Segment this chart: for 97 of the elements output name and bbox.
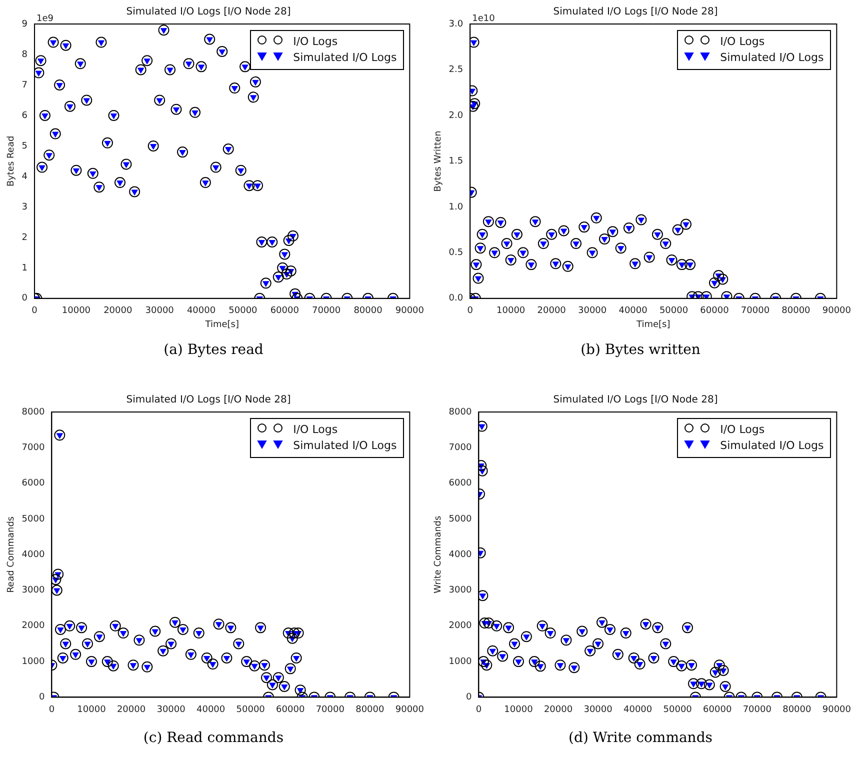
x-tick-label: 20000 [544,704,573,715]
x-tick-label: 10000 [62,306,91,316]
y-tick-label: 8000 [448,407,472,418]
x-tick-label: 40000 [618,306,648,316]
x-tick-label: 70000 [312,306,341,316]
y-tick-label: 1000 [22,656,45,667]
chart-title: Simulated I/O Logs [I/O Node 28] [553,6,718,18]
y-tick-label: 8000 [22,407,45,418]
legend-label: I/O Logs [720,35,765,48]
x-tick-label: 70000 [316,704,345,715]
x-axis-title: Time[s] [204,320,239,330]
x-tick-label: 40000 [186,306,216,316]
x-tick-label: 0 [476,704,482,715]
x-tick-label: 0 [48,704,55,715]
y-tick-label: 1.5 [448,156,464,167]
x-tick-label: 80000 [782,704,812,715]
y-tick-label: 0 [466,692,472,703]
x-tick-label: 60000 [270,306,300,316]
x-axis-title: Time[s] [636,320,670,330]
text: (b) Bytes written [580,341,702,360]
x-tick-label: 70000 [740,306,770,316]
x-tick-label: 90000 [395,704,424,715]
chart-title: Simulated I/O Logs [I/O Node 28] [126,6,291,18]
y-tick-label: 1.0 [448,202,464,212]
legend-label: Simulated I/O Logs [293,51,397,64]
legend-label: Simulated I/O Logs [293,439,397,452]
y-tick-label: 5000 [448,514,472,524]
y-tick-label: 8 [22,50,28,60]
y-tick-label: 3.0 [448,19,464,30]
y-axis-title: Write Commands [434,516,444,594]
x-tick-label: 30000 [156,704,186,715]
y-tick-label: 9 [22,19,28,30]
x-tick-label: 30000 [578,306,607,316]
y-tick-label: 3000 [448,586,472,596]
y-tick-label: 0.0 [448,294,464,304]
legend-label: I/O Logs [720,423,765,436]
y-tick-label: 4000 [22,550,45,560]
y-tick-label: 4000 [448,550,472,560]
x-tick-label: 90000 [822,306,852,316]
x-tick-label: 90000 [822,704,852,715]
legend-label: Simulated I/O Logs [720,51,824,64]
y-tick-label: 5 [22,141,28,152]
legend-label: I/O Logs [293,35,338,48]
y-tick-label: 3000 [22,586,45,596]
y-tick-label: 0 [38,692,45,703]
x-tick-label: 20000 [537,306,566,316]
x-tick-label: 10000 [77,704,106,715]
x-tick-label: 40000 [623,704,652,715]
text: (d) Write commands [568,729,714,748]
x-tick-label: 40000 [196,704,226,715]
annotation: 1e10 [472,14,496,24]
y-tick-label: 2000 [22,621,45,632]
x-tick-label: 50000 [659,306,688,316]
y-tick-label: 1000 [448,656,472,667]
y-tick-label: 0.5 [448,248,464,258]
x-tick-label: 10000 [496,306,526,316]
x-tick-label: 50000 [663,704,692,715]
chart-title: Simulated I/O Logs [I/O Node 28] [553,394,718,406]
y-tick-label: 7 [22,80,28,90]
x-tick-label: 70000 [742,704,772,715]
x-tick-label: 20000 [116,704,146,715]
annotation: 1e9 [36,14,54,24]
x-tick-label: 60000 [703,704,732,715]
y-tick-label: 2.0 [448,110,464,121]
x-tick-label: 20000 [104,306,132,316]
x-tick-label: 80000 [356,704,384,715]
y-axis-title: Bytes Read [6,136,17,187]
x-tick-label: 30000 [145,306,174,316]
x-tick-label: 30000 [584,704,613,715]
x-tick-label: 80000 [782,306,811,316]
chart-title: Simulated I/O Logs [I/O Node 28] [126,394,291,406]
y-tick-label: 0 [22,294,28,304]
text: (c) Read commands [142,729,285,748]
legend-label: Simulated I/O Logs [720,439,824,452]
x-tick-label: 50000 [228,306,258,316]
y-tick-label: 6000 [22,478,45,489]
y-tick-label: 1 [22,263,28,274]
y-tick-label: 6 [22,110,28,121]
y-axis-title: Bytes Written [434,130,444,192]
x-tick-label: 60000 [700,306,730,316]
y-tick-label: 2000 [448,621,472,632]
y-tick-label: 2.5 [448,65,464,76]
y-tick-label: 4 [22,172,28,182]
y-tick-label: 5000 [22,514,45,524]
x-tick-label: 80000 [354,306,383,316]
y-tick-label: 7000 [22,442,45,453]
y-tick-label: 7000 [448,442,472,453]
y-tick-label: 6000 [448,478,472,489]
x-tick-label: 50000 [236,704,266,715]
x-tick-label: 90000 [395,306,424,316]
y-axis-title: Read Commands [6,516,17,593]
x-tick-label: 10000 [504,704,534,715]
x-tick-label: 60000 [276,704,305,715]
legend-label: I/O Logs [293,423,338,436]
text: (a) Bytes read [162,341,264,360]
y-tick-label: 3 [22,202,28,212]
y-tick-label: 2 [22,232,28,243]
